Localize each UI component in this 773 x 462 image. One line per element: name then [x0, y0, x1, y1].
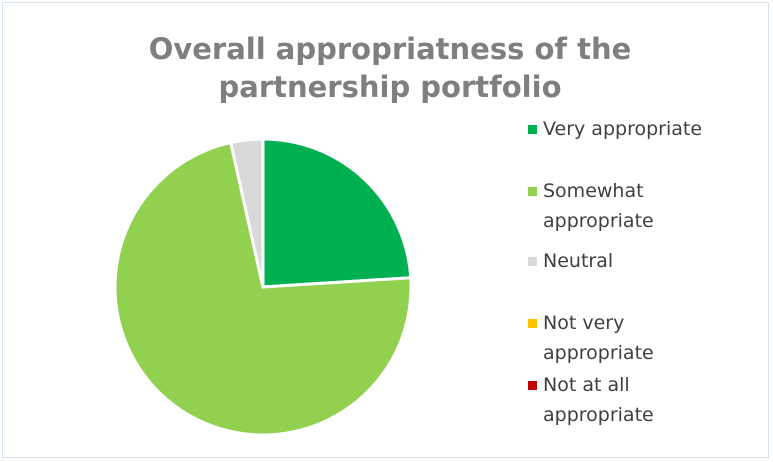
- pie-slice: [261, 137, 413, 289]
- legend-item: Somewhat appropriate: [528, 176, 733, 236]
- pie-slice: [228, 137, 265, 288]
- legend-swatch: [528, 319, 537, 328]
- chart-title: Overall appropriatness of the partnershi…: [148, 32, 632, 104]
- legend-swatch: [528, 125, 537, 134]
- legend-swatch: [528, 187, 537, 196]
- pie-slice: [113, 140, 413, 437]
- legend-label: Not very appropriate: [543, 312, 654, 364]
- legend-item: Very appropriate: [528, 114, 733, 144]
- legend-swatch: [528, 381, 537, 390]
- legend-label: Neutral: [543, 250, 614, 272]
- legend-item: Not very appropriate: [528, 308, 733, 368]
- legend-swatch: [528, 257, 537, 266]
- legend-label: Not at all appropriate: [543, 374, 654, 426]
- legend-item: Neutral: [528, 246, 733, 276]
- chart-frame: [2, 2, 769, 458]
- legend-item: Not at all appropriate: [528, 370, 733, 430]
- legend-label: Very appropriate: [543, 118, 703, 140]
- legend-label: Somewhat appropriate: [543, 180, 654, 232]
